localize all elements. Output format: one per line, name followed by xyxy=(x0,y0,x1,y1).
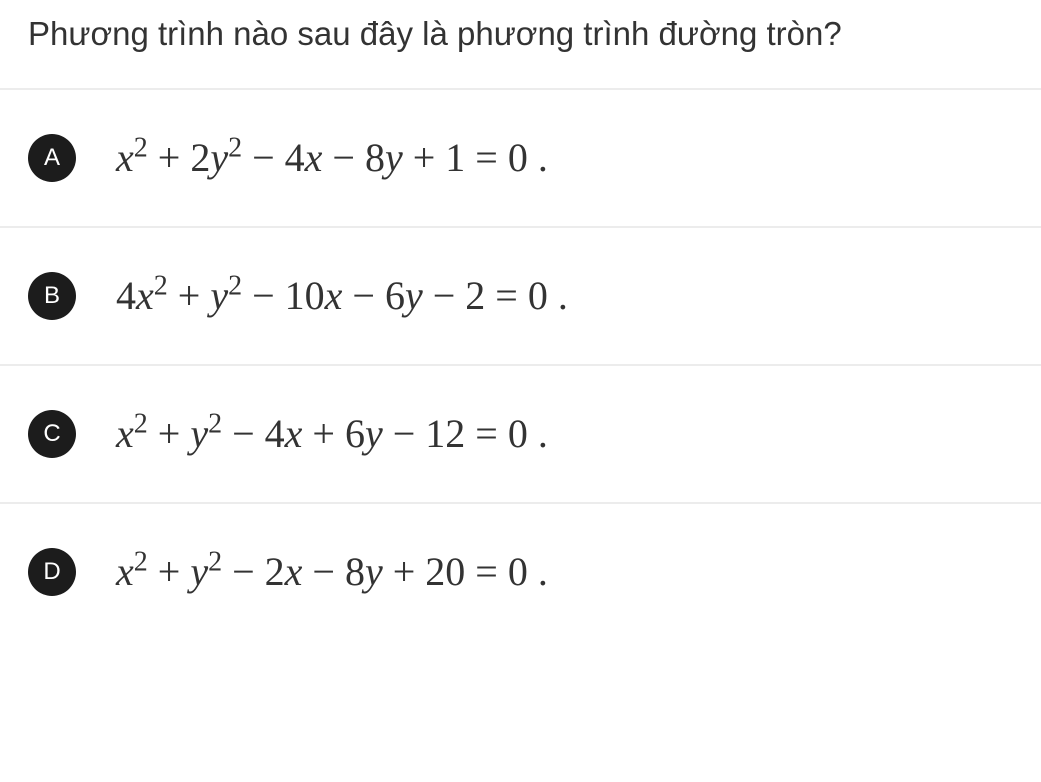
option-equation-a: x2 + 2y2 − 4x − 8y + 1 = 0 . xyxy=(116,134,548,181)
option-equation-d: x2 + y2 − 2x − 8y + 20 = 0 . xyxy=(116,548,548,595)
option-row[interactable]: C x2 + y2 − 4x + 6y − 12 = 0 . xyxy=(0,364,1041,502)
question-block: Phương trình nào sau đây là phương trình… xyxy=(0,0,1041,88)
quiz-container: Phương trình nào sau đây là phương trình… xyxy=(0,0,1041,782)
option-row[interactable]: A x2 + 2y2 − 4x − 8y + 1 = 0 . xyxy=(0,88,1041,226)
question-text: Phương trình nào sau đây là phương trình… xyxy=(28,10,1013,58)
option-equation-b: 4x2 + y2 − 10x − 6y − 2 = 0 . xyxy=(116,272,568,319)
option-equation-c: x2 + y2 − 4x + 6y − 12 = 0 . xyxy=(116,410,548,457)
option-badge-d[interactable]: D xyxy=(28,548,76,596)
option-badge-c[interactable]: C xyxy=(28,410,76,458)
option-badge-a[interactable]: A xyxy=(28,134,76,182)
option-badge-b[interactable]: B xyxy=(28,272,76,320)
option-row[interactable]: B 4x2 + y2 − 10x − 6y − 2 = 0 . xyxy=(0,226,1041,364)
option-row[interactable]: D x2 + y2 − 2x − 8y + 20 = 0 . xyxy=(0,502,1041,640)
